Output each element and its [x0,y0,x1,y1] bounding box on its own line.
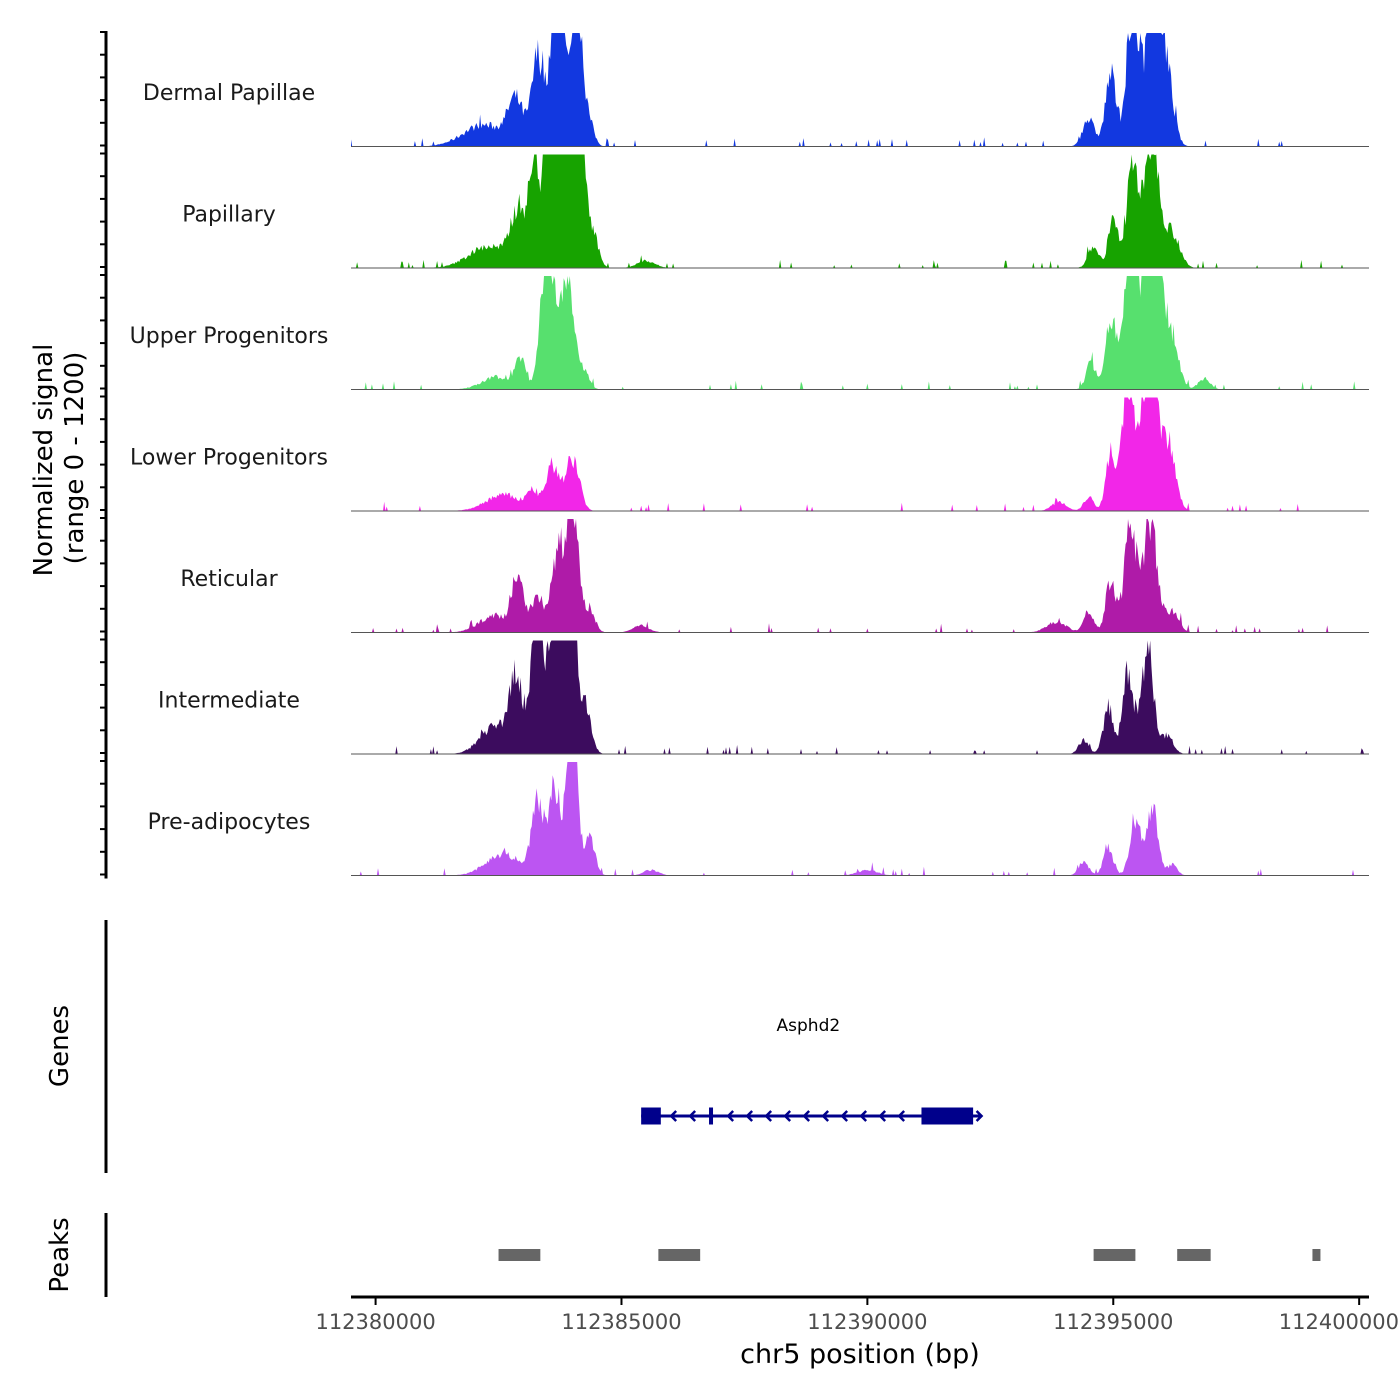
x-tick-label: 112390000 [807,1310,927,1334]
y-axis-title-line2: (range 0 - 1200) [60,352,90,565]
peaks-panel-title: Peaks [45,1217,75,1292]
x-axis-title: chr5 position (bp) [740,1339,980,1370]
gene-exon [641,1107,661,1125]
strand-arrow [897,1110,906,1122]
track-label: Reticular [180,567,278,592]
coverage-y-axis [100,31,108,879]
coverage-area [351,154,1369,268]
gene-model: Asphd2 [641,1016,984,1125]
strand-arrow [802,1110,811,1122]
track-label: Dermal Papillae [143,81,315,106]
strand-arrow [840,1110,849,1122]
gene-exon [709,1107,714,1125]
coverage-track: Lower Progenitors [130,397,1369,512]
strand-arrow [726,1110,735,1122]
coverage-track: Upper Progenitors [130,276,1369,390]
coverage-track: Reticular [180,519,1369,633]
strand-arrow [975,1110,984,1122]
coverage-track: Dermal Papillae [143,33,1369,147]
x-tick-label: 112385000 [561,1310,681,1334]
x-tick-label: 112400000 [1279,1310,1399,1334]
coverage-area [351,397,1369,511]
gene-label: Asphd2 [777,1016,841,1036]
peak-region [1177,1249,1211,1261]
peak-region [658,1249,701,1261]
gene-exon [921,1107,974,1125]
strand-arrow [764,1110,773,1122]
strand-arrow [745,1110,754,1122]
coverage-track: Intermediate [158,640,1369,755]
coverage-tracks: Dermal Papillae Papillary Upper Progenitor… [130,33,1369,876]
strand-arrow [669,1110,678,1122]
genes-panel-title: Genes [45,1005,75,1087]
coverage-area [351,640,1369,754]
x-tick-label: 112380000 [315,1310,435,1334]
track-label: Papillary [182,203,276,228]
x-axis: 112380000 112385000 112390000 112395000 1124… [315,1295,1399,1334]
strand-arrow [878,1110,887,1122]
y-axis-title-line1: Normalized signal [29,344,59,577]
strand-arrow [783,1110,792,1122]
coverage-area [351,519,1369,633]
x-tick-label: 112395000 [1053,1310,1173,1334]
strand-arrow [821,1110,830,1122]
peak-region [1312,1249,1321,1261]
peak-region [1093,1249,1136,1261]
strand-arrow [859,1110,868,1122]
coverage-track: Papillary [182,154,1369,269]
track-label: Lower Progenitors [130,446,328,471]
coverage-area [351,276,1369,390]
track-label: Upper Progenitors [130,324,329,349]
coverage-track: Pre-adipocytes [148,762,1369,876]
track-label: Pre-adipocytes [148,810,311,835]
peaks-panel: Peaks [45,1213,1321,1297]
coverage-area [351,762,1369,876]
coverage-area [351,33,1369,147]
genes-panel: Genes Asphd2 [45,920,984,1173]
strand-arrow [688,1110,697,1122]
peak-region [498,1249,541,1261]
track-label: Intermediate [158,689,300,714]
